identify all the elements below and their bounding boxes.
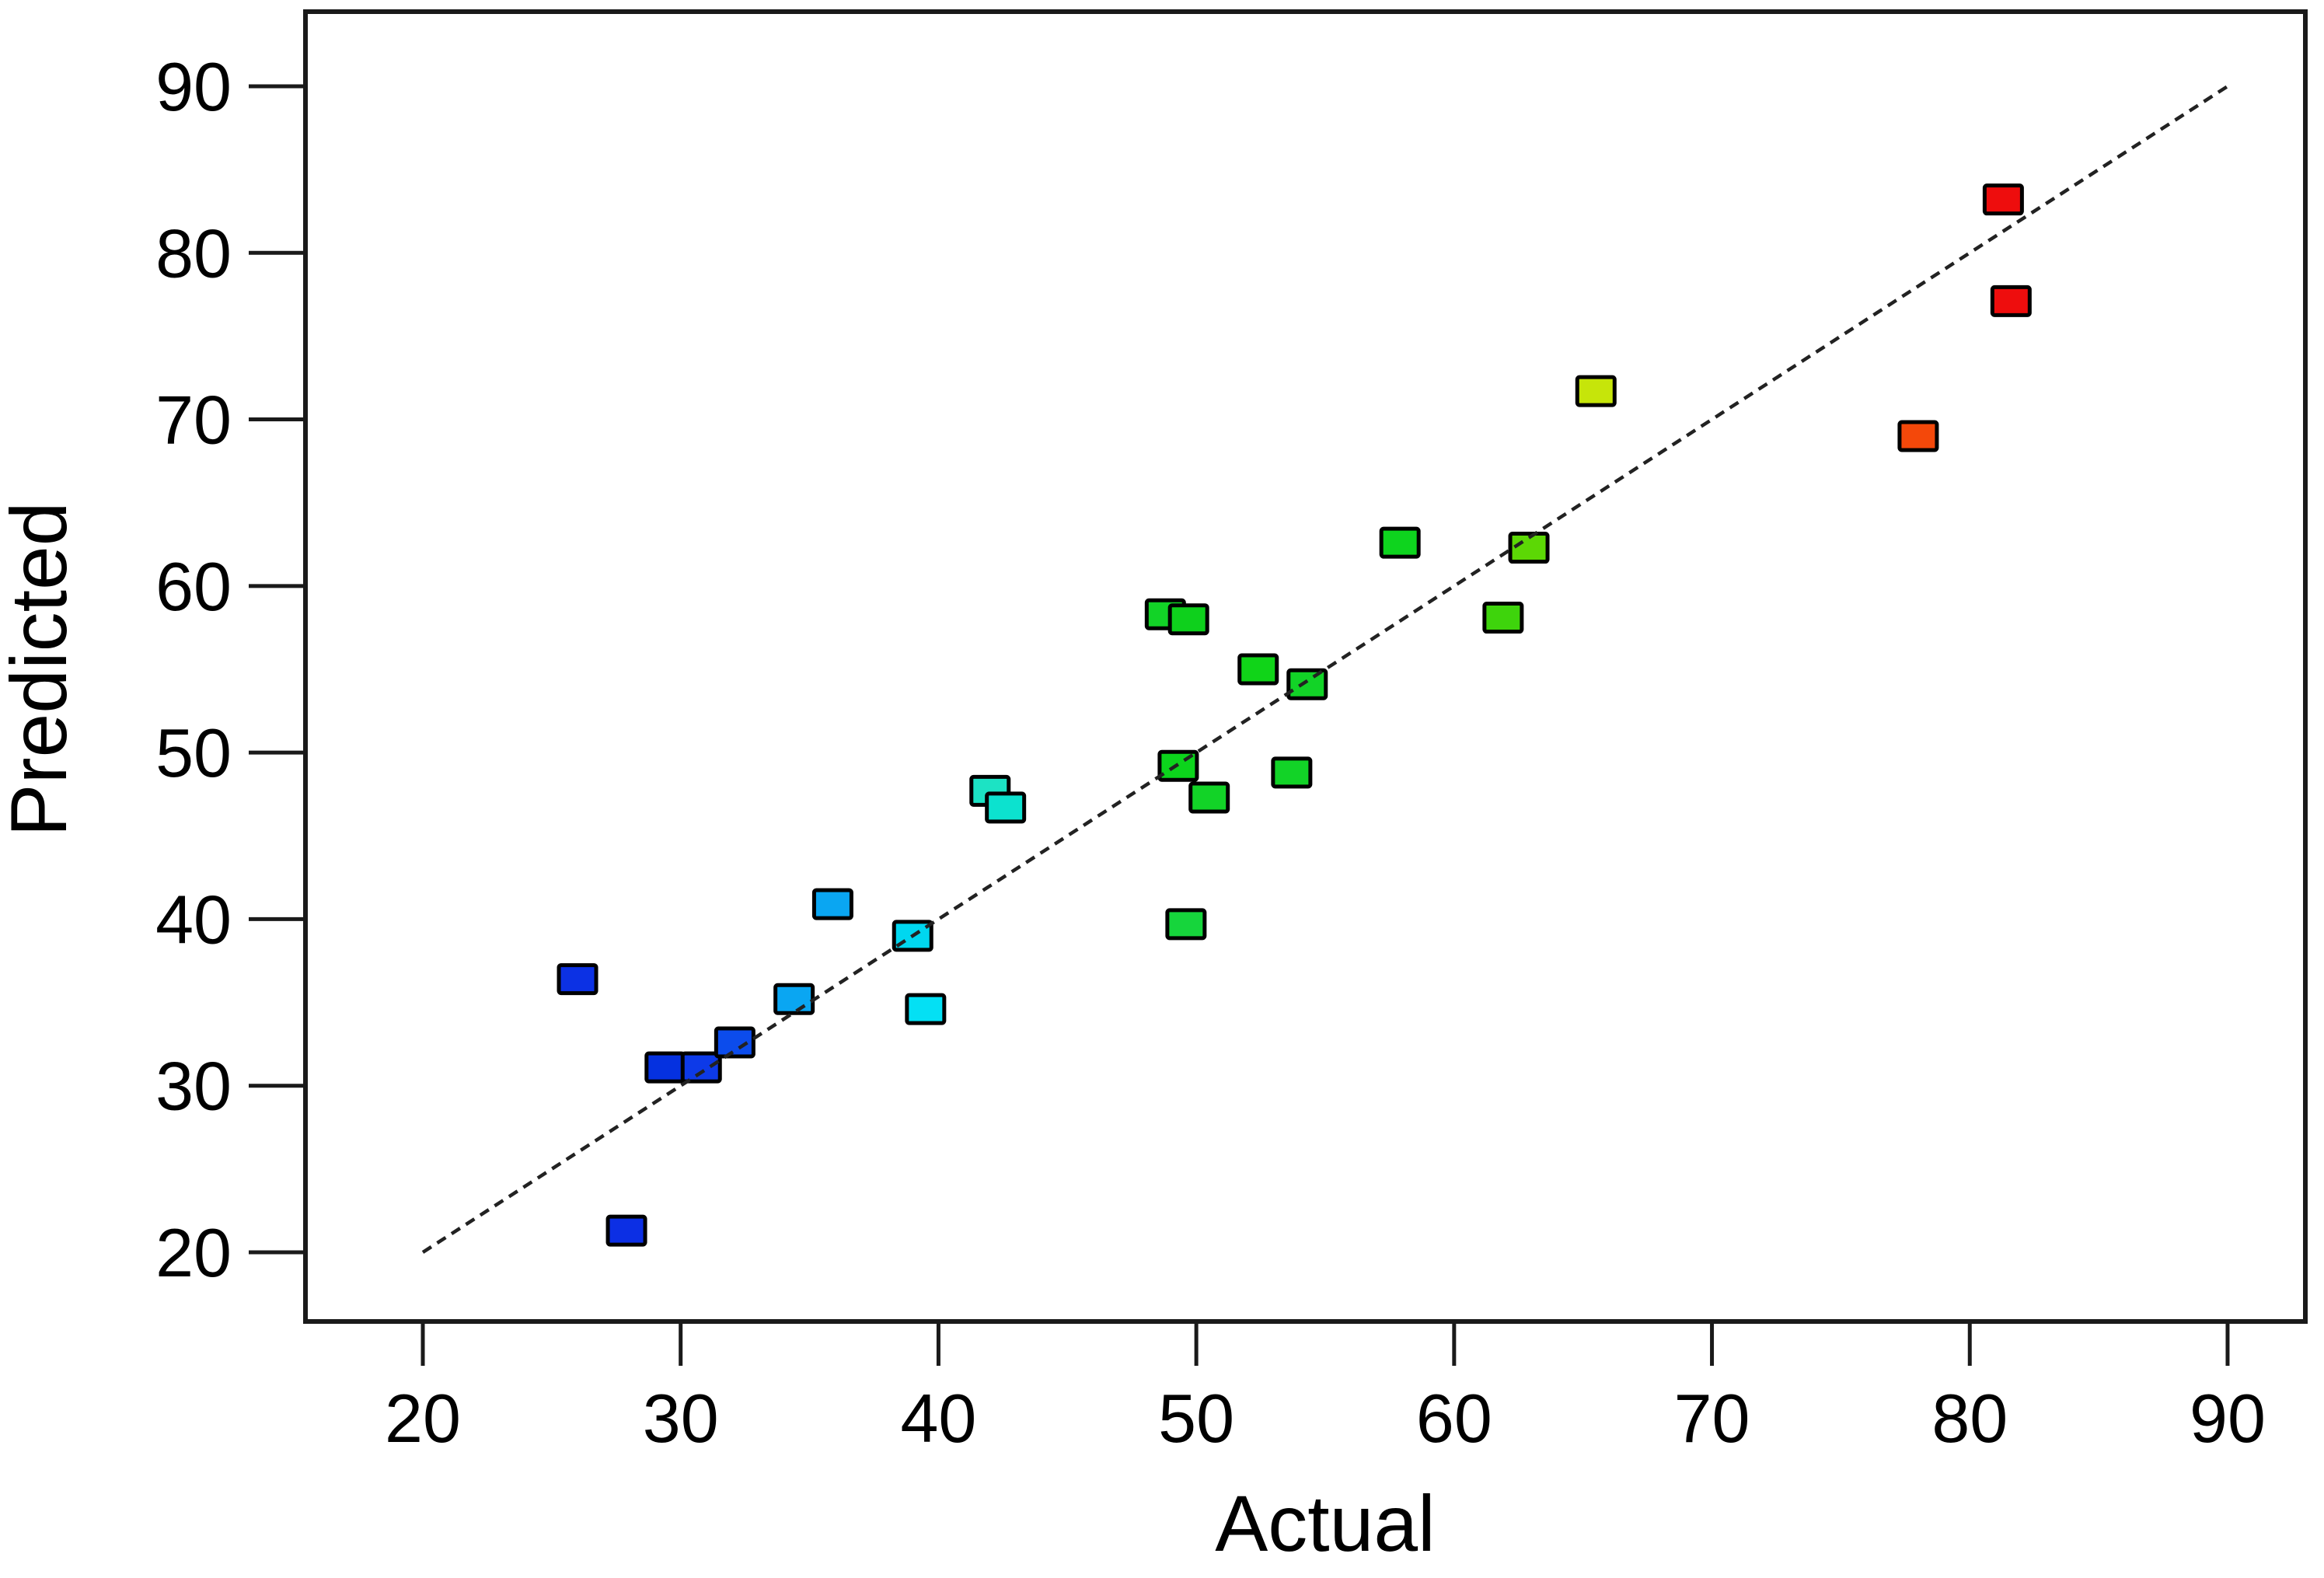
y-tick-label-90: 90 <box>155 48 232 125</box>
y-tick-label-70: 70 <box>155 382 232 459</box>
data-point-14 <box>1165 908 1207 941</box>
data-point-16 <box>1237 653 1279 686</box>
y-tick-label-30: 30 <box>155 1048 232 1125</box>
data-point-4 <box>714 1026 755 1059</box>
data-point-12 <box>1167 603 1209 636</box>
data-point-23 <box>1897 420 1939 452</box>
x-tick-label-90: 90 <box>2190 1380 2266 1457</box>
data-point-3 <box>680 1051 722 1084</box>
data-point-0 <box>605 1214 647 1247</box>
y-tick-label-80: 80 <box>155 215 232 292</box>
x-tick-label-50: 50 <box>1158 1380 1234 1457</box>
data-point-1 <box>557 963 598 996</box>
y-axis-ticks <box>249 84 305 1255</box>
x-tick-label-30: 30 <box>643 1380 719 1457</box>
data-point-25 <box>1982 183 2024 216</box>
x-axis-ticks <box>420 1321 2230 1366</box>
data-point-10 <box>985 791 1027 824</box>
data-point-19 <box>1379 526 1421 559</box>
data-point-6 <box>811 888 853 920</box>
plot-frame <box>303 9 2308 1324</box>
x-tick-label-70: 70 <box>1674 1380 1750 1457</box>
data-point-21 <box>1508 532 1550 564</box>
data-points-layer <box>557 183 2032 1247</box>
data-point-5 <box>773 983 815 1015</box>
x-axis-tick-labels: 20 30 40 50 60 70 80 90 <box>385 1380 2266 1457</box>
y-axis-tick-labels: 20 30 40 50 60 70 80 90 <box>155 48 232 1291</box>
y-tick-label-50: 50 <box>155 714 232 791</box>
x-tick-label-60: 60 <box>1416 1380 1492 1457</box>
x-axis-title: Actual <box>1215 1479 1436 1568</box>
y-tick-label-20: 20 <box>155 1214 232 1291</box>
x-tick-label-20: 20 <box>385 1380 461 1457</box>
x-tick-label-40: 40 <box>900 1380 976 1457</box>
y-tick-label-60: 60 <box>155 548 232 625</box>
y-axis-title: Predicted <box>0 502 83 837</box>
data-point-24 <box>1990 285 2032 317</box>
data-point-8 <box>905 993 947 1025</box>
data-point-15 <box>1188 781 1230 814</box>
data-point-20 <box>1482 602 1524 634</box>
data-point-18 <box>1286 668 1328 700</box>
data-point-2 <box>644 1051 686 1084</box>
data-point-17 <box>1271 756 1313 789</box>
y-tick-label-40: 40 <box>155 881 232 958</box>
data-point-22 <box>1575 375 1617 407</box>
x-tick-label-80: 80 <box>1931 1380 2008 1457</box>
